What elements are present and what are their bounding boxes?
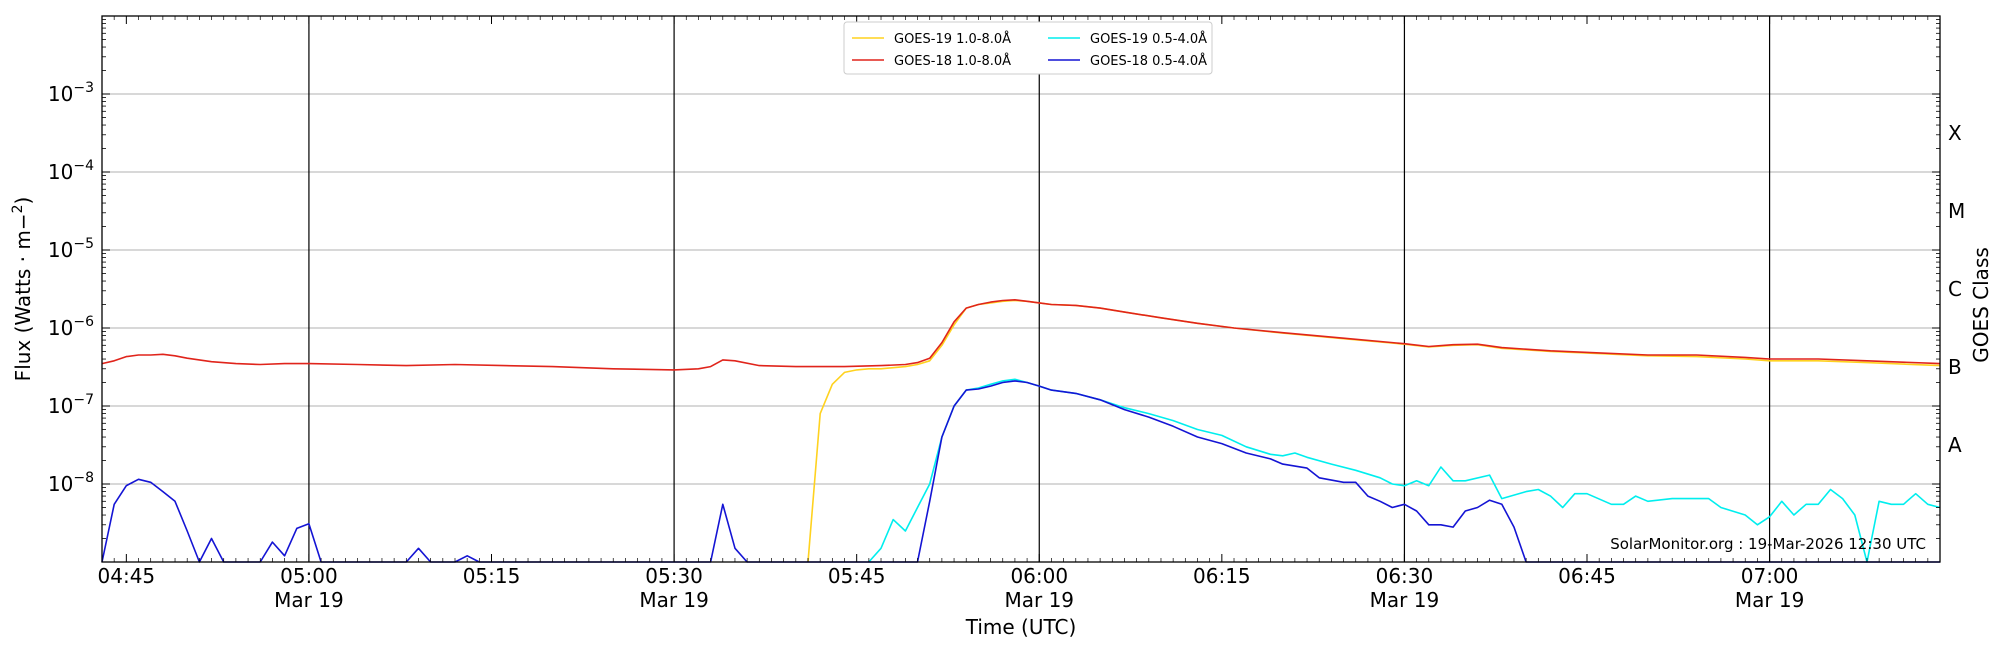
x-tick-label-6: 06:15: [1193, 564, 1251, 588]
x-tick-label-9: 07:00: [1741, 564, 1799, 588]
x-tick-label-2: 05:15: [463, 564, 521, 588]
legend: GOES-19 1.0-8.0Å GOES-19 0.5-4.0Å GOES-18 …: [843, 21, 1213, 75]
series-line-3: [101, 380, 1940, 563]
x-axis-title: Time (UTC): [965, 615, 1077, 639]
legend-label-2: GOES-19 0.5-4.0Å: [1090, 31, 1207, 47]
y-axis-title: Flux (Watts · m−2): [10, 197, 35, 382]
x-tick-date-1: Mar 19: [274, 588, 344, 612]
x-tick-date-9: Mar 19: [1735, 588, 1805, 612]
goes-class-label-3: M: [1948, 199, 1965, 223]
goes-class-label-1: B: [1948, 355, 1962, 379]
y-tick-label-3: 10−5: [48, 236, 94, 262]
x-tick-label-5: 06:00: [1010, 564, 1068, 588]
legend-box: [843, 21, 1213, 75]
y-tick-label-0: 10−8: [48, 470, 94, 496]
goes-class-label-2: C: [1948, 277, 1962, 301]
x-tick-date-7: Mar 19: [1370, 588, 1440, 612]
credit-text: SolarMonitor.org : 19-Mar-2026 12:30 UTC: [1610, 535, 1926, 553]
x-tick-date-5: Mar 19: [1004, 588, 1074, 612]
x-tick-date-3: Mar 19: [639, 588, 709, 612]
y-tick-label-4: 10−4: [48, 158, 94, 184]
legend-label-0: GOES-19 1.0-8.0Å: [894, 31, 1011, 47]
goes-class-label-4: X: [1948, 121, 1962, 145]
y-tick-label-2: 10−6: [48, 314, 94, 340]
x-tick-label-0: 04:45: [98, 564, 156, 588]
y-tick-label-5: 10−3: [48, 80, 94, 106]
goes-class-label-0: A: [1948, 433, 1962, 457]
goes-class-axis-title: GOES Class: [1969, 247, 1993, 363]
vertical-lines-layer: [308, 16, 1771, 562]
series-layer: [101, 298, 1941, 563]
grid-layer: [102, 93, 1940, 485]
series-line-2: [868, 378, 1941, 563]
x-tick-label-7: 06:30: [1376, 564, 1434, 588]
axes-layer: [101, 15, 1941, 563]
x-tick-label-8: 06:45: [1558, 564, 1616, 588]
x-tick-label-1: 05:00: [280, 564, 338, 588]
legend-label-3: GOES-18 0.5-4.0Å: [1090, 53, 1207, 69]
y-tick-label-1: 10−7: [48, 392, 94, 418]
x-tick-label-4: 05:45: [828, 564, 886, 588]
series-line-1: [101, 298, 1941, 371]
x-tick-label-3: 05:30: [645, 564, 703, 588]
legend-label-1: GOES-18 1.0-8.0Å: [894, 53, 1011, 69]
series-line-0: [807, 299, 1941, 563]
plot-frame: [101, 15, 1941, 563]
